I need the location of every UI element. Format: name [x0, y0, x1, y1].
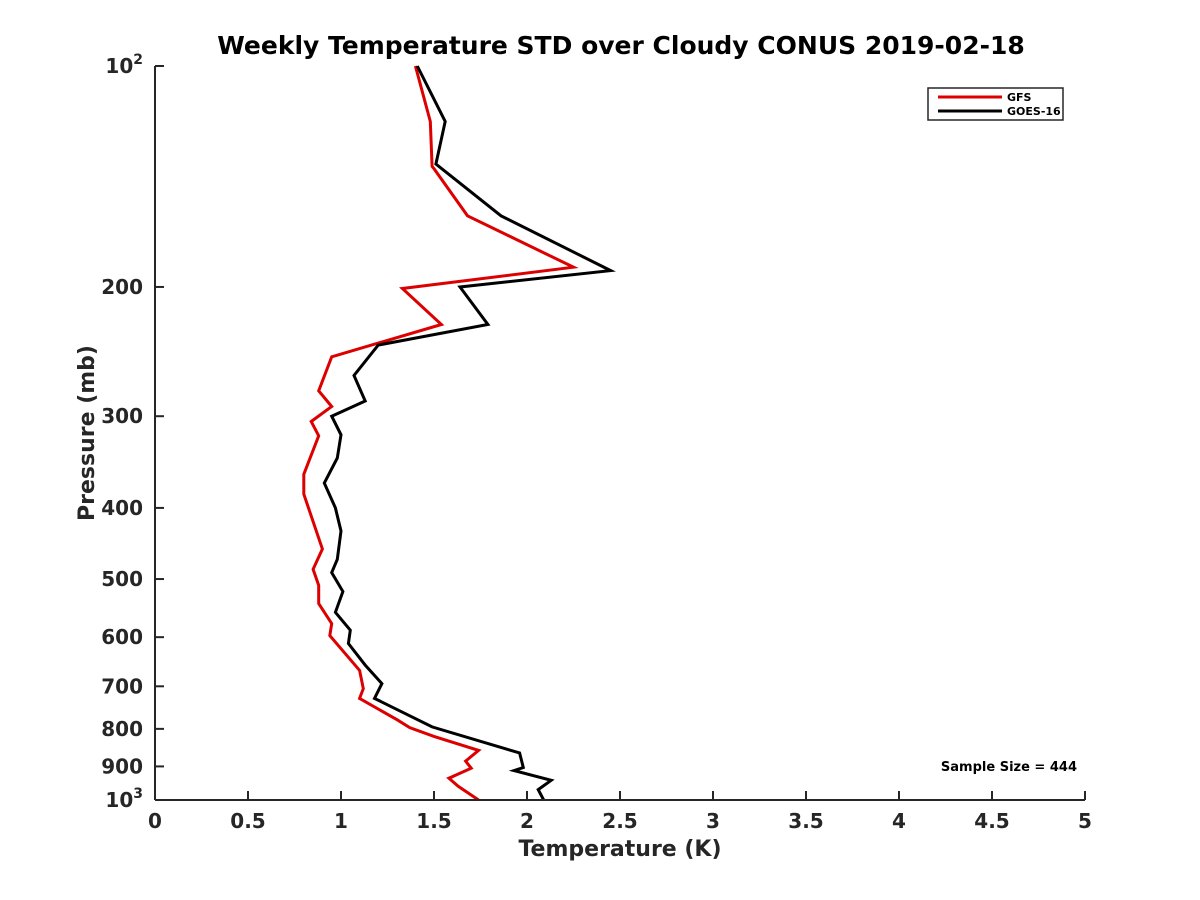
tick-exponent: 2 — [133, 52, 143, 68]
y-tick-label-power: 102 — [105, 52, 143, 78]
x-ticks: 0 0.5 1 1.5 2 2.5 3 3.5 4 4.5 5 — [148, 791, 1092, 833]
x-tick-label: 4.5 — [974, 809, 1009, 833]
x-tick-label: 4 — [892, 809, 906, 833]
legend: GFS GOES-16 — [927, 87, 1064, 121]
sample-size-annotation: Sample Size = 444 — [941, 760, 1077, 775]
x-tick-label: 3.5 — [788, 809, 823, 833]
x-tick-label: 1.5 — [416, 809, 451, 833]
chart-title: Weekly Temperature STD over Cloudy CONUS… — [217, 31, 1025, 60]
tick-exponent: 3 — [133, 786, 143, 802]
y-tick-label: 800 — [101, 717, 143, 741]
series-line-goes16 — [322, 65, 616, 801]
y-tick-label: 500 — [101, 567, 143, 591]
y-tick-label: 200 — [101, 275, 143, 299]
legend-label-goes16: GOES-16 — [1007, 105, 1061, 118]
legend-label-gfs: GFS — [1007, 91, 1032, 104]
x-axis-label: Temperature (K) — [518, 837, 721, 862]
x-tick-label: 2.5 — [602, 809, 637, 833]
x-tick-label: 2 — [520, 809, 534, 833]
y-tick-label: 900 — [101, 754, 143, 778]
series-line-gfs — [302, 65, 579, 802]
x-tick-label: 0.5 — [230, 809, 265, 833]
x-tick-label: 5 — [1078, 809, 1092, 833]
legend-box — [927, 87, 1064, 121]
y-tick-label: 400 — [101, 496, 143, 520]
tick-base: 10 — [105, 788, 133, 812]
series-layer — [302, 65, 616, 802]
y-tick-label: 300 — [101, 404, 143, 428]
y-tick-label: 700 — [101, 674, 143, 698]
y-axis-label: Pressure (mb) — [75, 345, 100, 521]
tick-base: 10 — [105, 54, 133, 78]
y-tick-label: 600 — [101, 625, 143, 649]
x-tick-label: 0 — [148, 809, 162, 833]
x-tick-label: 1 — [334, 809, 348, 833]
x-tick-label: 3 — [706, 809, 720, 833]
y-tick-label-power: 103 — [105, 786, 143, 812]
